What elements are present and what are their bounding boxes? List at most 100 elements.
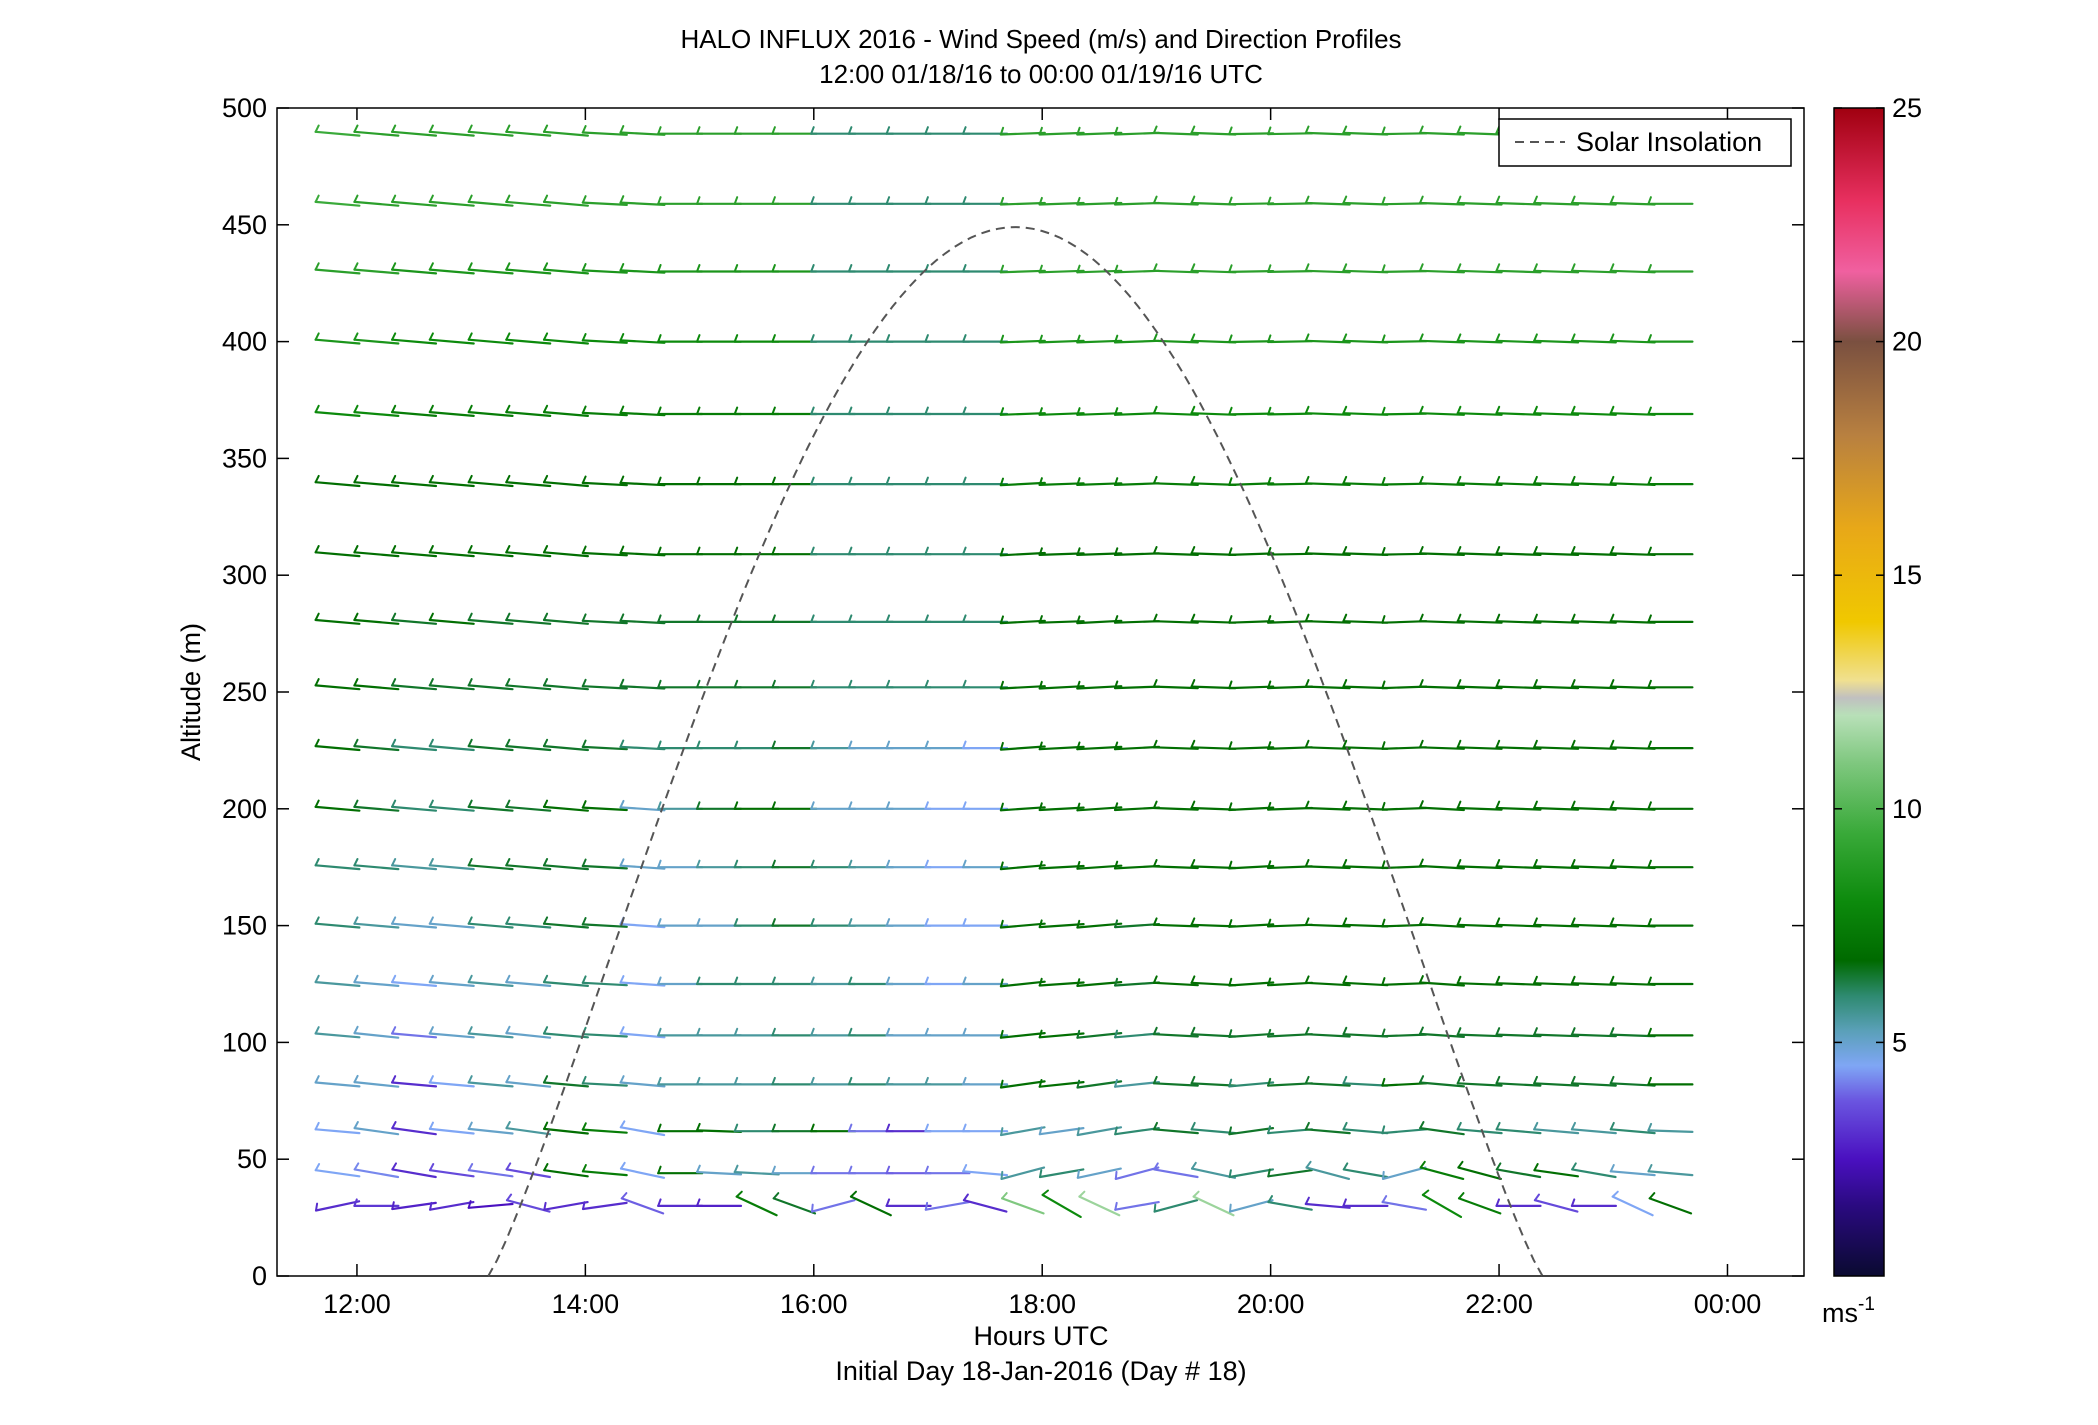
- wind-barb-feather: [1191, 1161, 1197, 1170]
- wind-barb-shaft: [1495, 865, 1542, 870]
- wind-barb-feather: [1419, 613, 1424, 623]
- wind-barb-feather: [1533, 613, 1538, 623]
- wind-barb-feather: [771, 264, 776, 273]
- wind-barb-shaft: [1113, 269, 1161, 274]
- wind-barb-shaft: [391, 684, 438, 691]
- wind-barb-shaft: [1114, 1166, 1160, 1181]
- wind-barb-feather: [1114, 1126, 1118, 1136]
- wind-barb-shaft: [1456, 269, 1503, 274]
- wind-barb-shaft: [1609, 620, 1656, 624]
- wind-barb-shaft: [314, 268, 361, 275]
- wind-barb-shaft: [1342, 552, 1389, 557]
- wind-barb-shaft: [810, 1199, 856, 1213]
- wind-barb-feather: [1001, 1192, 1008, 1200]
- wind-barb-feather: [581, 333, 587, 342]
- wind-barb-shaft: [1076, 1167, 1122, 1179]
- wind-barb-feather: [467, 1200, 472, 1209]
- wind-barb-shaft: [428, 1127, 475, 1135]
- wind-barb-shaft: [1304, 131, 1351, 136]
- wind-barb-feather: [885, 1198, 891, 1207]
- wind-barb-shaft: [1113, 482, 1161, 486]
- wind-barb-shaft: [428, 1169, 475, 1178]
- y-tick-label: 300: [222, 560, 267, 590]
- wind-barb-feather: [1609, 1121, 1615, 1131]
- wind-barb-shaft: [1418, 269, 1466, 274]
- wind-barb-feather: [1190, 1026, 1196, 1036]
- wind-barb-shaft: [1038, 620, 1085, 624]
- wind-barb-shaft: [581, 923, 628, 928]
- wind-barb-shaft: [428, 481, 475, 488]
- wind-barb-shaft: [1533, 1082, 1580, 1087]
- wind-barb-feather: [962, 976, 967, 985]
- wind-barb-feather: [391, 1201, 395, 1210]
- wind-barb-shaft: [1495, 412, 1542, 416]
- wind-barb-shaft: [1495, 1082, 1542, 1087]
- wind-barb-feather: [847, 546, 853, 556]
- wind-barb-feather: [581, 1164, 587, 1173]
- wind-barb-feather: [657, 918, 662, 927]
- wind-barb-feather: [391, 1121, 397, 1130]
- wind-barb-feather: [885, 334, 891, 343]
- wind-barb-shaft: [1648, 1197, 1693, 1215]
- wind-barb-shaft: [391, 864, 438, 871]
- wind-barb-feather: [1647, 801, 1652, 810]
- wind-barb-shaft: [505, 1168, 552, 1179]
- wind-barb-shaft: [581, 339, 628, 344]
- wind-barb-shaft: [391, 130, 438, 137]
- legend-label: Solar Insolation: [1576, 127, 1762, 157]
- wind-barb-shaft: [1304, 269, 1351, 274]
- wind-barb-feather: [733, 264, 739, 273]
- wind-barb-shaft: [1114, 1126, 1160, 1136]
- wind-barb-feather: [314, 1026, 320, 1035]
- wind-barb-feather: [1570, 613, 1576, 623]
- wind-barb-feather: [428, 124, 434, 133]
- wind-barb-shaft: [999, 745, 1046, 751]
- wind-barb-feather: [581, 263, 587, 272]
- wind-barb-shaft: [1570, 201, 1617, 206]
- wind-barb-feather: [999, 126, 1005, 136]
- wind-barb-feather: [1381, 977, 1386, 986]
- wind-barb-shaft: [391, 200, 438, 207]
- wind-barb-feather: [924, 126, 929, 135]
- wind-barb-shaft: [619, 1032, 666, 1039]
- wind-barb-feather: [1114, 1029, 1118, 1039]
- wind-barb-shaft: [391, 481, 438, 488]
- wind-barb-feather: [1342, 263, 1348, 272]
- wind-barb-feather: [1381, 680, 1386, 690]
- wind-barb-feather: [505, 1121, 511, 1130]
- wind-barb-shaft: [619, 981, 666, 987]
- wind-barb-feather: [391, 1075, 397, 1084]
- wind-barb-feather: [1267, 860, 1272, 869]
- wind-barb-shaft: [1304, 806, 1351, 811]
- wind-barb-feather: [1533, 333, 1538, 342]
- wind-barb-feather: [1533, 1163, 1539, 1172]
- wind-barb-shaft: [581, 806, 628, 812]
- wind-barb-shaft: [428, 1081, 475, 1088]
- wind-barb-feather: [1456, 800, 1462, 809]
- wind-barb-shaft: [1570, 552, 1617, 557]
- colorbar-tick-label: 25: [1892, 93, 1922, 123]
- wind-barb-feather: [620, 1161, 626, 1170]
- wind-barb-feather: [1419, 679, 1424, 688]
- wind-barb-shaft: [467, 1127, 514, 1135]
- wind-barb-feather: [467, 1163, 474, 1172]
- wind-barb-feather: [1114, 264, 1119, 274]
- wind-barb-feather: [391, 974, 397, 984]
- wind-barb-shaft: [1570, 620, 1617, 624]
- wind-barb-feather: [1570, 333, 1576, 342]
- wind-barb-shaft: [1228, 1199, 1274, 1213]
- wind-barb-feather: [1533, 195, 1538, 204]
- wind-barb-feather: [391, 194, 397, 203]
- wind-barb-shaft: [1570, 339, 1617, 344]
- wind-barb-shaft: [1152, 1082, 1199, 1087]
- wind-barb-feather: [581, 405, 587, 414]
- wind-barb-shaft: [1152, 806, 1199, 811]
- wind-barb-feather: [1190, 1075, 1196, 1085]
- wind-barb-feather: [619, 799, 625, 809]
- wind-barb-shaft: [1113, 685, 1161, 690]
- wind-barb-shaft: [428, 338, 475, 345]
- wind-barb-feather: [1076, 1029, 1081, 1039]
- wind-barb-shaft: [428, 618, 475, 625]
- wind-barb-shaft: [1190, 981, 1237, 987]
- wind-barb-shaft: [1076, 1126, 1123, 1137]
